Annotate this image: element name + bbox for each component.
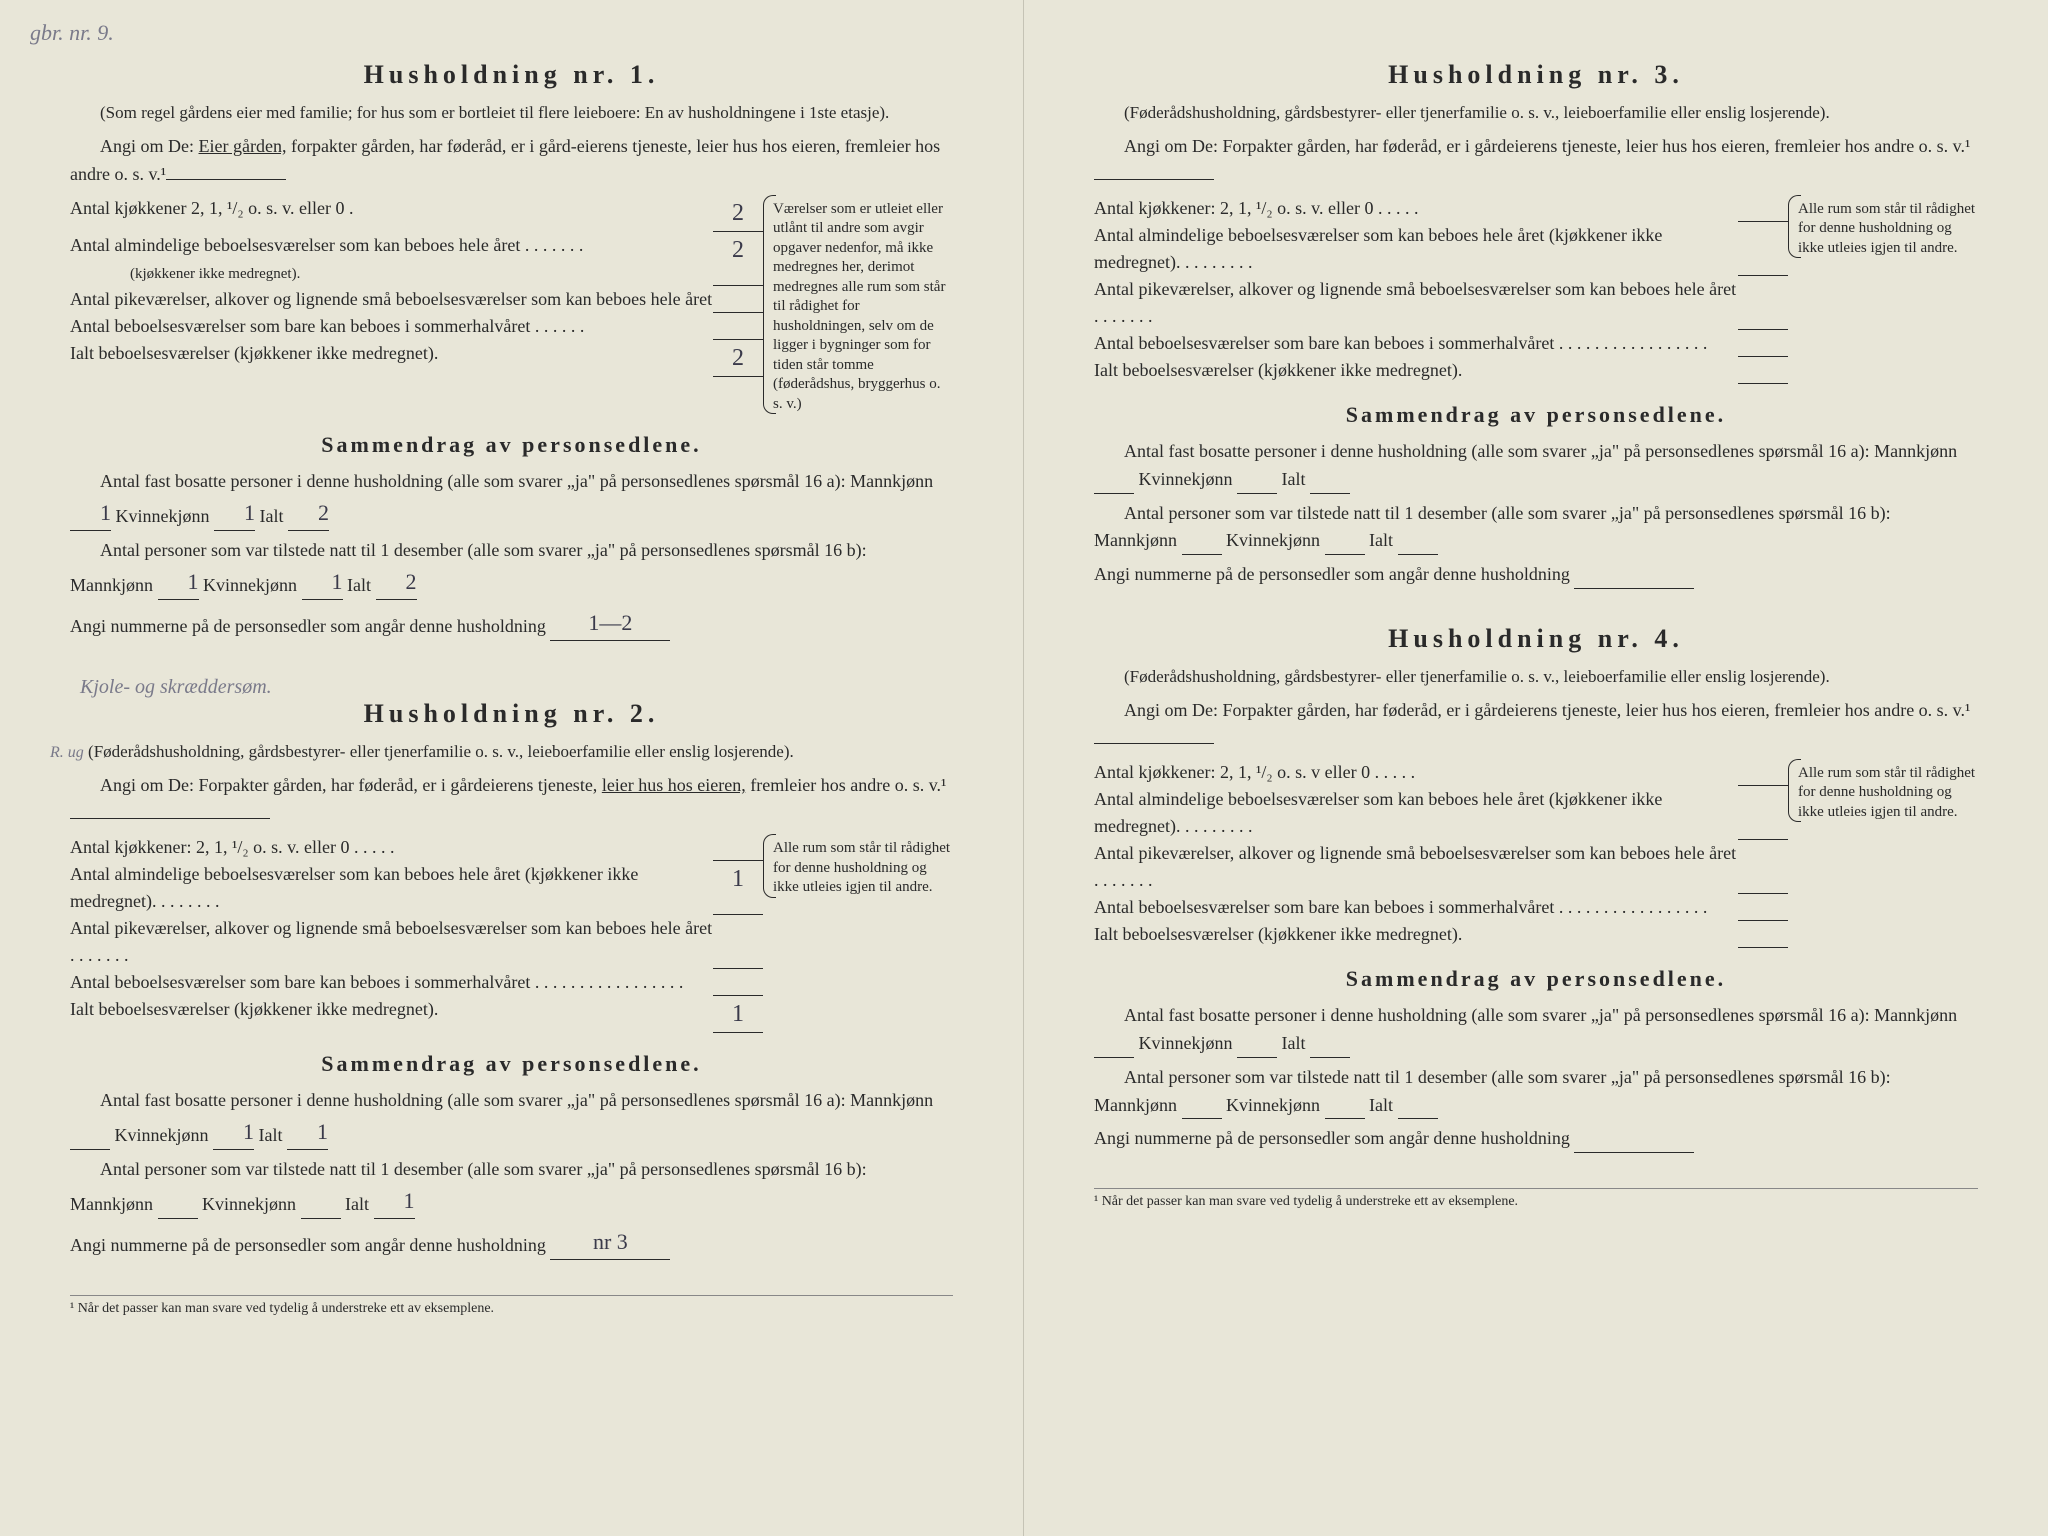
household-2-subtitle: R. ug (Føderådshusholdning, gårdsbestyre…	[70, 741, 953, 764]
household-2-s16b: Antal personer som var tilstede natt til…	[70, 1156, 953, 1219]
household-4-numbers: Angi nummerne på de personsedler som ang…	[1094, 1125, 1978, 1153]
handwritten-annotation-mid: Kjole- og skræddersøm.	[80, 676, 953, 699]
footnote-left: ¹ Når det passer kan man svare ved tydel…	[70, 1295, 953, 1317]
household-2-title: Husholdning nr. 2.	[70, 699, 953, 729]
household-1-numbers: Angi nummerne på de personsedler som ang…	[70, 606, 953, 641]
right-page: Husholdning nr. 3. (Føderådshusholdning,…	[1024, 0, 2048, 1536]
handwritten-annotation-top: gbr. nr. 9.	[30, 20, 114, 46]
household-3-side-note: Alle rum som står til rådighet for denne…	[1798, 195, 1978, 259]
household-4-subtitle: (Føderådshusholdning, gårdsbestyrer- ell…	[1094, 666, 1978, 689]
household-2: Husholdning nr. 2. R. ug (Føderådshushol…	[70, 699, 953, 1260]
household-1: Husholdning nr. 1. (Som regel gårdens ei…	[70, 60, 953, 641]
household-4-s16b: Antal personer som var tilstede natt til…	[1094, 1064, 1978, 1120]
left-page: gbr. nr. 9. Husholdning nr. 1. (Som rege…	[0, 0, 1024, 1536]
household-2-angi: Angi om De: Forpakter gården, har føderå…	[70, 772, 953, 828]
household-4-s16a: Antal fast bosatte personer i denne hush…	[1094, 1002, 1978, 1058]
household-4-angi: Angi om De: Forpakter gården, har føderå…	[1094, 697, 1978, 753]
household-1-s16b: Antal personer som var tilstede natt til…	[70, 537, 953, 600]
household-1-subtitle: (Som regel gårdens eier med familie; for…	[70, 102, 953, 125]
household-4-rooms-block: Antal kjøkkener: 2, 1, ¹/₂ o. s. v eller…	[1094, 759, 1978, 948]
household-1-side-note: Værelser som er utleiet eller utlånt til…	[773, 195, 953, 415]
household-3-angi: Angi om De: Forpakter gården, har føderå…	[1094, 133, 1978, 189]
household-1-rooms-block: Antal kjøkkener 2, 1, ¹/₂ o. s. v. eller…	[70, 195, 953, 415]
household-1-s16a: Antal fast bosatte personer i denne hush…	[70, 468, 953, 531]
household-3-rooms-block: Antal kjøkkener: 2, 1, ¹/₂ o. s. v. elle…	[1094, 195, 1978, 384]
household-2-numbers: Angi nummerne på de personsedler som ang…	[70, 1225, 953, 1260]
document-spread: gbr. nr. 9. Husholdning nr. 1. (Som rege…	[0, 0, 2048, 1536]
household-2-side-note: Alle rum som står til rådighet for denne…	[773, 834, 953, 898]
footnote-right: ¹ Når det passer kan man svare ved tydel…	[1094, 1188, 1978, 1210]
household-4-title: Husholdning nr. 4.	[1094, 624, 1978, 654]
household-3-title: Husholdning nr. 3.	[1094, 60, 1978, 90]
household-2-summary-title: Sammendrag av personsedlene.	[70, 1051, 953, 1077]
household-1-summary-title: Sammendrag av personsedlene.	[70, 432, 953, 458]
household-3-summary-title: Sammendrag av personsedlene.	[1094, 402, 1978, 428]
household-1-angi: Angi om De: Eier gården, forpakter gårde…	[70, 133, 953, 189]
household-2-rooms-block: Antal kjøkkener: 2, 1, ¹/₂ o. s. v. elle…	[70, 834, 953, 1033]
household-4-side-note: Alle rum som står til rådighet for denne…	[1798, 759, 1978, 823]
household-3-s16b: Antal personer som var tilstede natt til…	[1094, 500, 1978, 556]
household-3-numbers: Angi nummerne på de personsedler som ang…	[1094, 561, 1978, 589]
household-1-title: Husholdning nr. 1.	[70, 60, 953, 90]
household-4-summary-title: Sammendrag av personsedlene.	[1094, 966, 1978, 992]
household-2-s16a: Antal fast bosatte personer i denne hush…	[70, 1087, 953, 1150]
household-3: Husholdning nr. 3. (Føderådshusholdning,…	[1094, 60, 1978, 589]
household-4: Husholdning nr. 4. (Føderådshusholdning,…	[1094, 624, 1978, 1153]
household-3-subtitle: (Føderådshusholdning, gårdsbestyrer- ell…	[1094, 102, 1978, 125]
household-3-s16a: Antal fast bosatte personer i denne hush…	[1094, 438, 1978, 494]
